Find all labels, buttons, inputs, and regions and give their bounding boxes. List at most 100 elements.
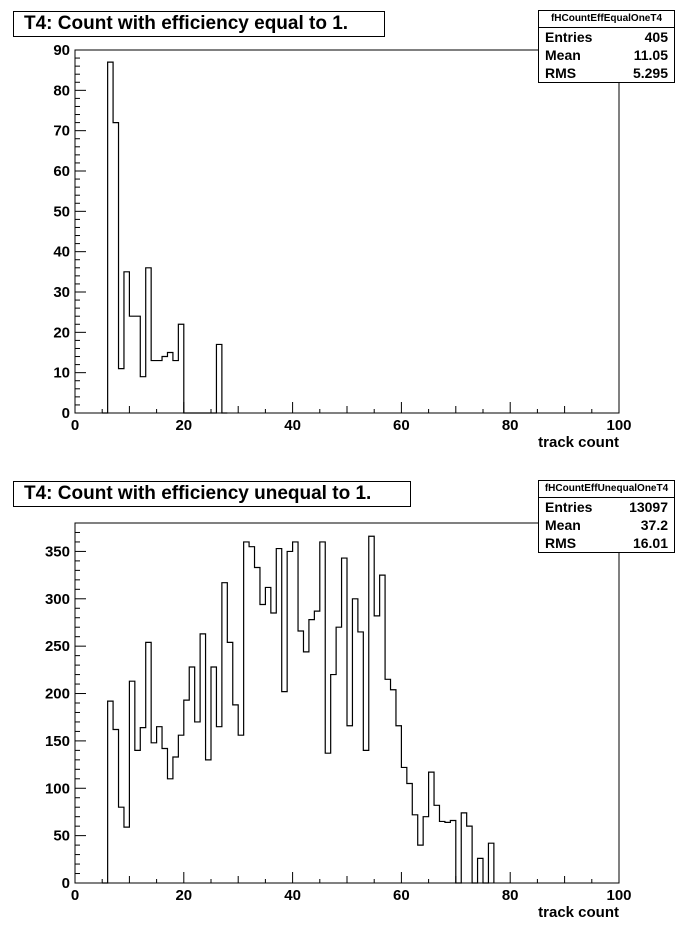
histogram-bin [200, 634, 205, 883]
histogram-bin [249, 547, 254, 883]
histogram-bin [108, 701, 113, 883]
histogram-bin [162, 748, 167, 883]
histogram-bin [129, 316, 134, 413]
histogram-bin [374, 616, 379, 883]
y-tick-label: 20 [53, 324, 70, 341]
histogram-bin [412, 815, 417, 883]
histogram-bin [108, 62, 113, 413]
stats-row-entries: Entries 13097 [539, 498, 674, 516]
histogram-outline [102, 61, 228, 414]
histogram-bin [293, 542, 298, 883]
stats-row-mean: Mean 37.2 [539, 516, 674, 534]
histogram-bin [184, 700, 189, 883]
histogram-bin [314, 611, 319, 883]
stats-label: Entries [545, 499, 593, 515]
histogram-bin [151, 743, 156, 883]
histogram-bin [135, 750, 140, 883]
y-tick-label: 60 [53, 163, 70, 180]
y-tick-label: 100 [45, 780, 70, 797]
y-tick-label: 150 [45, 733, 70, 750]
histogram-bin [347, 726, 352, 883]
histogram-bin [325, 753, 330, 883]
histogram-bin [124, 827, 129, 883]
histogram-bin [434, 805, 439, 883]
stats-box-top: fHCountEffEqualOneT4 Entries 405 Mean 11… [538, 10, 675, 83]
histogram-bin [450, 820, 455, 883]
histogram-bin [173, 757, 178, 883]
histogram-bin [195, 722, 200, 883]
y-tick-label: 70 [53, 123, 70, 140]
stats-histogram-name: fHCountEffUnequalOneT4 [539, 481, 674, 498]
histogram-bin [461, 813, 466, 883]
y-tick-label: 50 [53, 203, 70, 220]
y-tick-label: 50 [53, 828, 70, 845]
histogram-bin [206, 760, 211, 883]
x-tick-label: 40 [284, 887, 301, 904]
y-tick-label: 250 [45, 638, 70, 655]
histogram-bin [113, 123, 118, 413]
histogram-bin [309, 620, 314, 883]
histogram-bin [396, 726, 401, 883]
x-axis-label: track count [538, 434, 619, 451]
histogram-bin [418, 845, 423, 883]
x-tick-label: 80 [502, 417, 519, 434]
histogram-bin [167, 353, 172, 414]
y-tick-label: 40 [53, 244, 70, 261]
stats-value: 11.05 [633, 47, 668, 63]
chart-title-bottom: T4: Count with efficiency unequal to 1. [13, 481, 411, 507]
stats-label: Mean [545, 47, 581, 63]
histogram-bin [216, 344, 221, 413]
histogram-bin [407, 784, 412, 883]
x-tick-label: 20 [175, 417, 192, 434]
stats-row-entries: Entries 405 [539, 28, 674, 46]
histogram-bin [429, 772, 434, 883]
histogram-bin [178, 324, 183, 413]
stats-value: 13097 [629, 499, 668, 515]
histogram-bin [119, 807, 124, 883]
histogram-bin [467, 826, 472, 883]
histogram-bin [352, 599, 357, 883]
histogram-bin [380, 575, 385, 883]
histogram-bin [265, 587, 270, 883]
y-tick-label: 350 [45, 543, 70, 560]
x-tick-label: 100 [606, 887, 631, 904]
stats-row-rms: RMS 5.295 [539, 64, 674, 82]
stats-box-bottom: fHCountEffUnequalOneT4 Entries 13097 Mea… [538, 480, 675, 553]
histogram-bin [189, 667, 194, 883]
histogram-bin [260, 604, 265, 883]
x-tick-label: 40 [284, 417, 301, 434]
histogram-bin [282, 692, 287, 883]
histogram-bin [478, 858, 483, 883]
histogram-bin [244, 542, 249, 883]
histogram-bin [151, 361, 156, 413]
histogram-bin [445, 822, 450, 883]
histogram-bin [358, 632, 363, 883]
histogram-bin [216, 727, 221, 883]
histogram-bin [276, 549, 281, 883]
y-tick-label: 10 [53, 365, 70, 382]
histogram-bin [287, 551, 292, 883]
x-tick-label: 20 [175, 887, 192, 904]
y-tick-label: 300 [45, 591, 70, 608]
histogram-bin [167, 779, 172, 883]
histogram-bin [369, 536, 374, 883]
histogram-bin [146, 268, 151, 413]
histogram-bin [146, 642, 151, 883]
histogram-bin [233, 705, 238, 883]
stats-label: Entries [545, 29, 593, 45]
histogram-bin [488, 843, 493, 883]
histogram-bin [423, 817, 428, 883]
histogram-bin [439, 821, 444, 883]
x-tick-label: 60 [393, 417, 410, 434]
histogram-bin [162, 357, 167, 413]
histogram-outline [102, 535, 495, 884]
x-tick-label: 80 [502, 887, 519, 904]
chart-title-top: T4: Count with efficiency equal to 1. [13, 11, 385, 37]
y-tick-label: 80 [53, 82, 70, 99]
histogram-bin [336, 627, 341, 883]
histogram-bin [178, 735, 183, 883]
stats-value: 5.295 [632, 65, 668, 81]
histogram-bin [320, 542, 325, 883]
histogram-bin [255, 568, 260, 883]
histogram-bin [222, 583, 227, 883]
